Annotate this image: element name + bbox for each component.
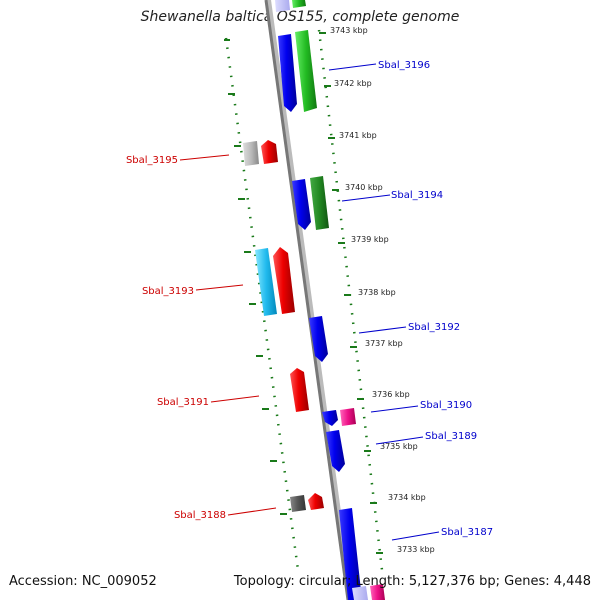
gene-feature — [292, 179, 311, 230]
gene-label: Sbal_3188 — [174, 510, 226, 521]
gene-feature — [255, 248, 277, 316]
kbp-label: 3734 kbp — [388, 493, 426, 502]
gene-features — [243, 0, 385, 600]
kbp-labels: 3743 kbp 3742 kbp 3741 kbp 3740 kbp 3739… — [330, 26, 435, 554]
accession-text: Accession: NC_009052 — [9, 574, 157, 589]
kbp-label: 3738 kbp — [358, 288, 396, 297]
gene-feature — [326, 430, 345, 472]
kbp-label: 3735 kbp — [380, 442, 418, 451]
gene-feature — [295, 30, 317, 112]
gene-feature — [308, 493, 324, 510]
kbp-label: 3740 kbp — [345, 183, 383, 192]
outer-major-ticks — [319, 32, 383, 554]
gene-feature — [352, 586, 368, 600]
gene-label: Sbal_3195 — [126, 155, 178, 166]
kbp-label: 3741 kbp — [339, 131, 377, 140]
gene-feature — [339, 508, 362, 600]
kbp-label: 3736 kbp — [372, 390, 410, 399]
gene-label: Sbal_3193 — [142, 286, 194, 297]
label-leaders — [179, 63, 440, 541]
gene-feature — [292, 0, 306, 8]
gene-label: Sbal_3187 — [441, 527, 493, 538]
kbp-label: 3733 kbp — [397, 545, 435, 554]
gene-feature — [310, 176, 329, 230]
gene-feature — [370, 584, 385, 600]
kbp-label: 3742 kbp — [334, 79, 372, 88]
gene-feature — [290, 495, 306, 512]
kbp-label: 3743 kbp — [330, 26, 368, 35]
gene-feature — [261, 140, 278, 164]
outer-tick-guide — [317, 29, 384, 571]
genome-backbone-shadow — [265, 0, 353, 600]
gene-feature — [340, 408, 356, 426]
genome-backbone — [264, 0, 350, 600]
gene-feature — [290, 368, 309, 412]
gene-feature — [243, 141, 259, 166]
gene-feature — [273, 247, 295, 314]
gene-label: Sbal_3194 — [391, 190, 443, 201]
inner-tick-guide — [224, 37, 300, 571]
gene-label: Sbal_3189 — [425, 431, 477, 442]
inner-major-ticks — [224, 39, 287, 515]
gene-label: Sbal_3190 — [420, 400, 472, 411]
gene-label: Sbal_3191 — [157, 397, 209, 408]
gene-feature — [275, 0, 290, 12]
kbp-label: 3737 kbp — [365, 339, 403, 348]
gene-feature — [278, 34, 297, 112]
gene-label: Sbal_3192 — [408, 322, 460, 333]
gene-labels: Sbal_3196 Sbal_3195 Sbal_3194 Sbal_3193 … — [126, 60, 493, 538]
gene-label: Sbal_3196 — [378, 60, 430, 71]
genome-summary-text: Topology: circular; Length: 5,127,376 bp… — [233, 574, 591, 589]
gene-feature — [309, 316, 328, 362]
kbp-label: 3739 kbp — [351, 235, 389, 244]
map-title: Shewanella baltica OS155, complete genom… — [140, 9, 460, 25]
gene-feature — [322, 410, 338, 426]
